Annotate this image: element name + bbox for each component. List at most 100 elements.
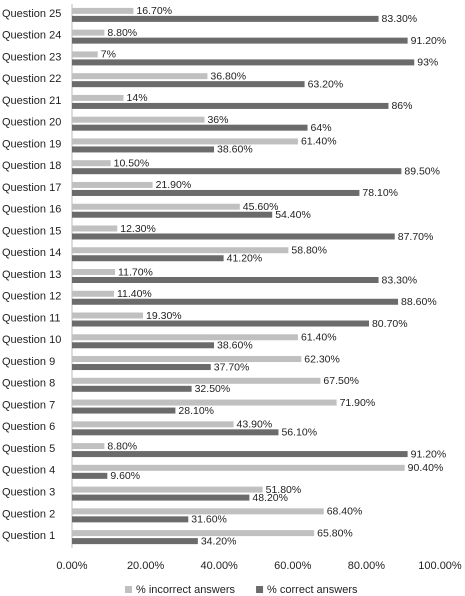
data-label: 54.40%	[275, 209, 311, 221]
bar	[72, 494, 250, 501]
data-label: 11.70%	[118, 266, 153, 278]
bar	[72, 116, 205, 123]
bar	[72, 277, 379, 283]
bar	[72, 429, 279, 436]
y-tick-label: Question 12	[2, 291, 61, 303]
bar	[72, 298, 399, 305]
data-label: 89.50%	[404, 165, 440, 177]
data-label: 14%	[127, 92, 148, 104]
data-label: 87.70%	[398, 231, 434, 243]
y-tick-label: Question 11	[2, 312, 61, 324]
x-tick-label: 80.00%	[348, 560, 386, 572]
bar	[72, 320, 369, 327]
y-tick-label: Question 18	[2, 160, 61, 172]
legend-label: % incorrect answers	[136, 584, 236, 596]
y-tick-label: Question 2	[2, 508, 55, 520]
y-tick-label: Question 14	[2, 247, 61, 259]
x-tick-label: 100.00%	[418, 560, 462, 572]
bar	[72, 443, 105, 450]
data-label: 10.50%	[114, 157, 150, 169]
bar	[72, 29, 105, 36]
bar	[72, 342, 215, 349]
bar	[72, 290, 114, 297]
bar	[72, 233, 395, 240]
bar	[72, 247, 289, 254]
data-label: 8.80%	[107, 440, 137, 452]
bar	[72, 102, 389, 109]
data-label: 58.80%	[291, 245, 327, 257]
legend-swatch	[125, 586, 132, 593]
data-label: 19.30%	[146, 310, 182, 322]
y-tick-label: Question 1	[2, 530, 55, 542]
bar	[72, 508, 324, 515]
bar	[72, 464, 405, 471]
data-label: 7%	[101, 49, 116, 61]
data-label: 63.20%	[308, 78, 344, 90]
bar	[72, 530, 315, 537]
bar	[72, 356, 302, 363]
data-label: 61.40%	[301, 136, 337, 148]
y-tick-label: Question 8	[2, 378, 55, 390]
y-tick-label: Question 16	[2, 204, 61, 216]
bar	[72, 160, 111, 167]
x-tick-label: 0.00%	[56, 560, 87, 572]
bar	[72, 334, 298, 341]
bar	[72, 138, 298, 145]
data-label: 9.60%	[110, 470, 140, 482]
data-label: 43.90%	[237, 419, 273, 431]
legend-label: % correct answers	[267, 584, 358, 596]
data-label: 67.50%	[323, 375, 359, 387]
y-tick-label: Question 21	[2, 95, 61, 107]
bar	[72, 94, 124, 101]
y-tick-label: Question 7	[2, 399, 55, 411]
bar	[72, 124, 308, 131]
y-tick-label: Question 6	[2, 421, 55, 433]
data-label: 16.70%	[136, 5, 172, 17]
bar	[72, 377, 321, 384]
bar	[72, 486, 263, 493]
data-label: 91.20%	[411, 448, 447, 460]
data-label: 88.60%	[401, 296, 437, 308]
data-label: 28.10%	[178, 405, 214, 417]
data-label: 11.40%	[117, 288, 152, 300]
bar	[72, 168, 402, 175]
bar	[72, 472, 108, 479]
data-label: 68.40%	[327, 506, 363, 518]
data-label: 21.90%	[156, 179, 192, 191]
y-tick-label: Question 23	[2, 51, 61, 63]
data-label: 8.80%	[107, 27, 137, 39]
bar	[72, 451, 408, 458]
data-label: 80.70%	[372, 318, 408, 330]
data-label: 12.30%	[120, 223, 156, 235]
y-tick-label: Question 4	[2, 465, 55, 477]
legend-swatch	[256, 586, 264, 593]
bar	[72, 312, 144, 319]
data-label: 36%	[207, 114, 228, 126]
data-label: 65.80%	[317, 527, 353, 539]
data-label: 83.30%	[382, 13, 418, 25]
data-label: 34.20%	[201, 535, 237, 547]
data-label: 64%	[311, 122, 332, 134]
data-label: 48.20%	[252, 492, 288, 504]
bar	[72, 269, 116, 275]
bar	[72, 51, 98, 58]
data-label: 86%	[391, 100, 412, 112]
bar	[72, 189, 360, 196]
y-tick-label: Question 5	[2, 443, 55, 455]
data-label: 38.60%	[217, 340, 253, 352]
bar	[72, 385, 192, 392]
y-tick-label: Question 19	[2, 138, 61, 150]
data-label: 56.10%	[281, 427, 317, 439]
bar	[72, 203, 240, 210]
bar	[72, 516, 189, 523]
bar	[72, 81, 305, 88]
data-label: 51.80%	[266, 484, 302, 496]
data-label: 32.50%	[195, 383, 231, 395]
data-label: 78.10%	[362, 187, 398, 199]
data-label: 36.80%	[210, 70, 246, 82]
bar	[72, 407, 176, 414]
y-tick-label: Question 10	[2, 334, 61, 346]
data-label: 61.40%	[301, 332, 337, 344]
x-tick-label: 40.00%	[201, 560, 239, 572]
